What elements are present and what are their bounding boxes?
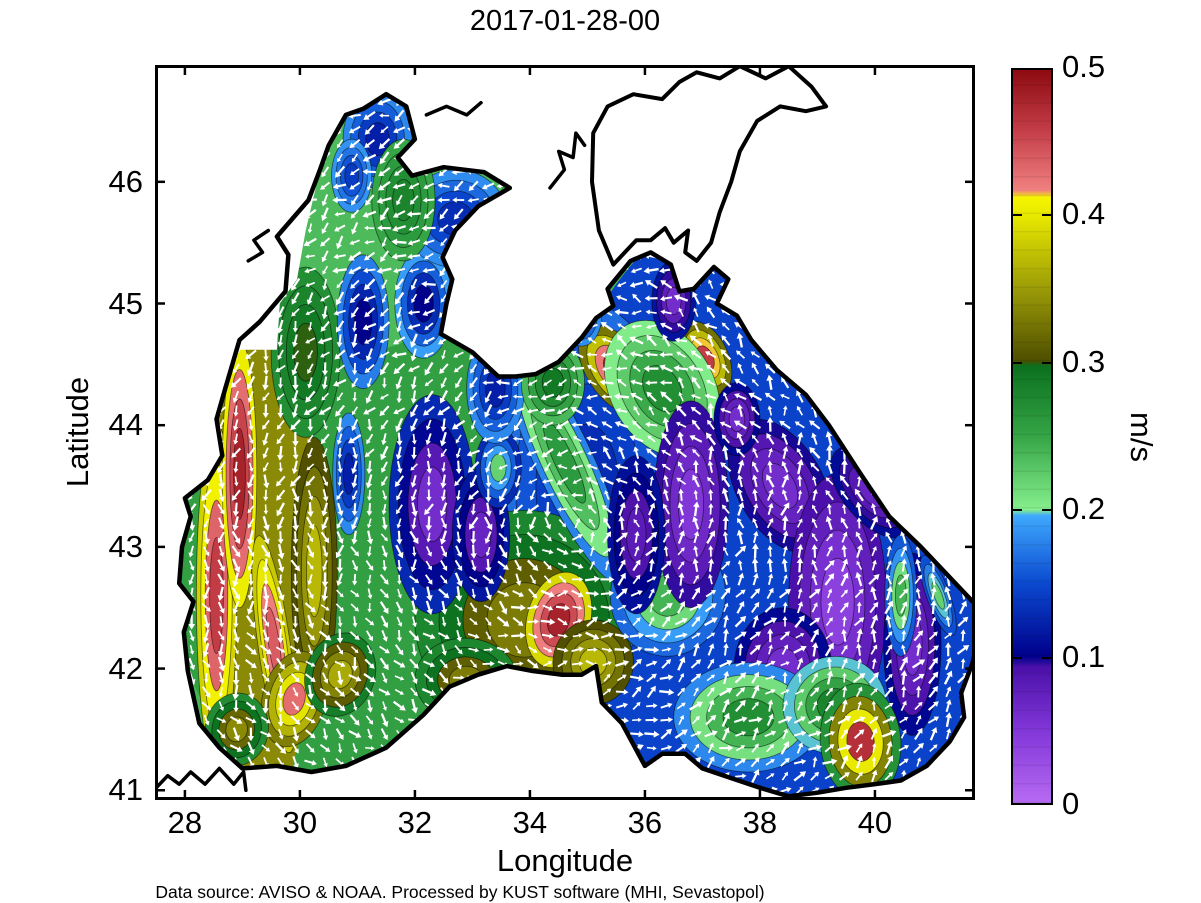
x-tick-label: 30 — [282, 805, 318, 840]
colorbar-tick-dash — [1042, 656, 1051, 659]
colorbar-tick-label: 0.2 — [1062, 491, 1106, 527]
y-tick-label: 45 — [108, 285, 143, 321]
x-tick-label: 28 — [167, 805, 203, 840]
colorbar-tick-dash — [1013, 509, 1022, 512]
x-tick-label: 38 — [742, 805, 778, 840]
x-tick-label: 36 — [627, 805, 663, 840]
x-tick-label: 34 — [512, 805, 548, 840]
y-tick-label: 43 — [108, 528, 143, 564]
colorbar-tick-label: 0.3 — [1062, 343, 1106, 379]
colorbar — [1011, 68, 1053, 805]
colorbar-tick-dash — [1042, 214, 1051, 217]
colorbar-tick-dash — [1013, 214, 1022, 217]
page-title: 2017-01-28-00 — [469, 5, 661, 37]
x-tick-label: 40 — [857, 805, 893, 840]
colorbar-tick-dash — [1042, 361, 1051, 364]
colorbar-tick-label: 0.5 — [1062, 49, 1106, 84]
x-axis-label: Longitude — [496, 843, 634, 878]
colorbar-tick-dash — [1042, 509, 1051, 512]
colorbar-tick-label: 0.1 — [1062, 638, 1106, 674]
y-tick-label: 42 — [108, 650, 143, 686]
x-tick-label: 32 — [397, 805, 433, 840]
colorbar-tick-dash — [1013, 656, 1022, 659]
colorbar-tick-dash — [1013, 361, 1022, 364]
y-tick-label: 41 — [108, 772, 143, 808]
data-source-caption: Data source: AVISO & NOAA. Processed by … — [155, 882, 765, 902]
y-tick-label: 46 — [108, 163, 143, 199]
colorbar-units-label: m/s — [1124, 412, 1159, 462]
black-sea-current-map — [155, 65, 975, 800]
y-axis-label: Latitude — [60, 376, 95, 488]
colorbar-tick-label: 0.4 — [1062, 196, 1106, 232]
y-tick-label: 44 — [108, 407, 143, 443]
colorbar-tick-label: 0 — [1062, 786, 1080, 821]
map-plot-area — [155, 65, 975, 800]
